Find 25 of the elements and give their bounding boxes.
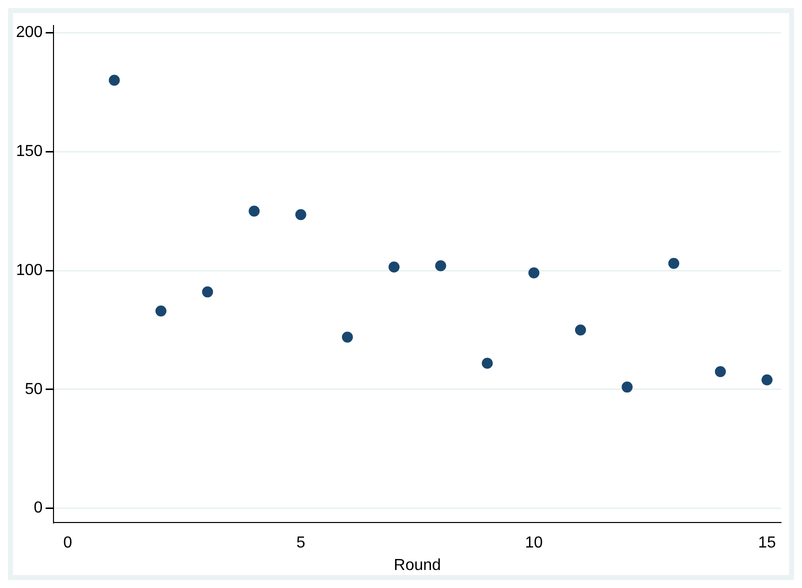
x-tick-label: 0: [63, 534, 72, 552]
point: [342, 332, 353, 343]
y-tick-label: 0: [34, 500, 43, 517]
point: [622, 382, 633, 393]
point: [668, 258, 680, 269]
y-tick-label: 200: [16, 24, 43, 42]
point: [714, 366, 726, 378]
point: [108, 74, 120, 86]
point: [388, 261, 400, 272]
point: [248, 206, 260, 217]
point: [528, 267, 540, 278]
y-tick-label: 100: [16, 262, 43, 279]
point: [575, 324, 586, 336]
y-tick-label: 150: [16, 143, 43, 160]
point: [295, 209, 306, 220]
x-tick-label: 10: [525, 534, 543, 552]
point: [762, 374, 773, 386]
y-tick-label: 50: [24, 380, 43, 398]
x-tick-label: 15: [758, 534, 776, 552]
point: [155, 305, 166, 316]
point: [202, 286, 214, 298]
point: [435, 260, 446, 272]
x-tick-label: 5: [296, 534, 306, 552]
point: [482, 358, 493, 369]
x-axis-title: Round: [394, 556, 441, 574]
